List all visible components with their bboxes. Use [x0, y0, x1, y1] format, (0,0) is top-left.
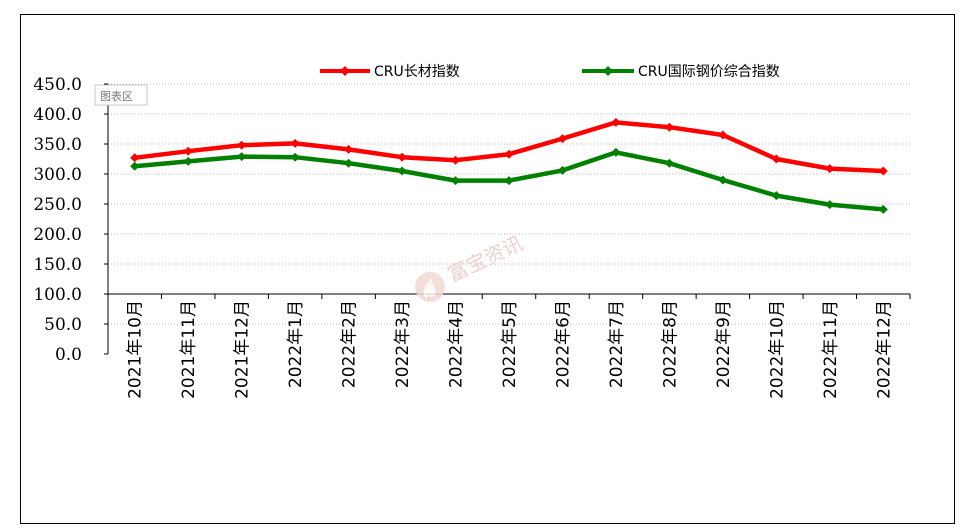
data-point — [664, 122, 674, 132]
plot-area-tag-box — [94, 84, 148, 106]
data-point — [718, 175, 728, 185]
data-point — [611, 117, 621, 127]
x-tick-label: 2022年8月 — [660, 300, 680, 388]
data-point — [237, 140, 247, 150]
data-point — [771, 154, 781, 164]
legend: CRU长材指数 CRU国际钢价综合指数 — [320, 64, 780, 80]
x-tick-label: 2022年2月 — [340, 300, 360, 388]
y-tick-label: 350.0 — [33, 135, 82, 155]
data-point — [557, 165, 567, 175]
legend-marker-cru-long-products — [340, 66, 350, 76]
data-point — [344, 144, 354, 154]
x-tick-label: 2022年7月 — [607, 300, 627, 388]
data-point — [290, 152, 300, 162]
data-point — [183, 156, 193, 166]
data-point — [825, 200, 835, 210]
legend-marker-cru-global — [603, 66, 613, 76]
x-tick-label: 2021年11月 — [179, 300, 199, 399]
watermark: 富宝资讯 — [415, 231, 527, 302]
data-point — [771, 191, 781, 201]
x-tick-label: 2022年10月 — [767, 300, 787, 399]
series-1 — [130, 147, 888, 214]
data-point — [718, 130, 728, 140]
data-point — [504, 176, 514, 186]
x-tick-label: 2021年12月 — [233, 300, 253, 399]
axes: 0.0 50.0 100.0 150.0 200.0 250.0 300.0 350.0 400… — [33, 75, 911, 399]
gridlines — [108, 83, 910, 325]
series-0 — [130, 117, 888, 176]
x-tick-label: 2022年11月 — [821, 300, 841, 399]
data-point — [611, 147, 621, 157]
x-tick-label: 2022年3月 — [393, 300, 413, 388]
chart-frame — [20, 14, 955, 524]
data-point — [878, 204, 888, 214]
y-tick-label: 0.0 — [55, 345, 82, 365]
data-point — [825, 164, 835, 174]
legend-label-cru-global: CRU国际钢价综合指数 — [638, 64, 780, 80]
x-tick-label: 2022年9月 — [714, 300, 734, 388]
y-tick-label: 200.0 — [33, 225, 82, 245]
plot-area-tag-label: 图表区 — [100, 89, 133, 103]
y-tick-label: 100.0 — [33, 285, 82, 305]
y-tick-label: 300.0 — [33, 165, 82, 185]
data-point — [237, 152, 247, 162]
data-point — [397, 152, 407, 162]
y-tick-label: 450.0 — [33, 75, 82, 95]
x-tick-label: 2021年10月 — [126, 300, 146, 399]
x-tick-label: 2022年6月 — [553, 300, 573, 388]
data-point — [344, 158, 354, 168]
y-tick-label: 150.0 — [33, 255, 82, 275]
data-point — [290, 138, 300, 148]
watermark-flame-icon — [423, 278, 436, 298]
y-tick-label: 50.0 — [44, 315, 82, 335]
x-tick-label: 2022年12月 — [874, 300, 894, 399]
data-point — [451, 155, 461, 165]
data-point — [557, 134, 567, 144]
data-point — [130, 161, 140, 171]
y-tick-label: 400.0 — [33, 105, 82, 125]
data-point — [130, 153, 140, 163]
x-tick-label: 2022年5月 — [500, 300, 520, 388]
legend-label-cru-long-products: CRU长材指数 — [374, 64, 460, 80]
data-point — [183, 146, 193, 156]
x-tick-label: 2022年1月 — [286, 300, 306, 388]
y-tick-label: 250.0 — [33, 195, 82, 215]
series-line — [132, 120, 886, 174]
series — [130, 117, 888, 214]
data-point — [664, 158, 674, 168]
plot-area-tag: 图表区 — [94, 84, 148, 106]
watermark-text: 富宝资讯 — [444, 231, 527, 287]
data-point — [451, 176, 461, 186]
data-point — [397, 166, 407, 176]
data-point — [504, 149, 514, 159]
data-point — [878, 166, 888, 176]
x-tick-label: 2022年4月 — [447, 300, 467, 388]
